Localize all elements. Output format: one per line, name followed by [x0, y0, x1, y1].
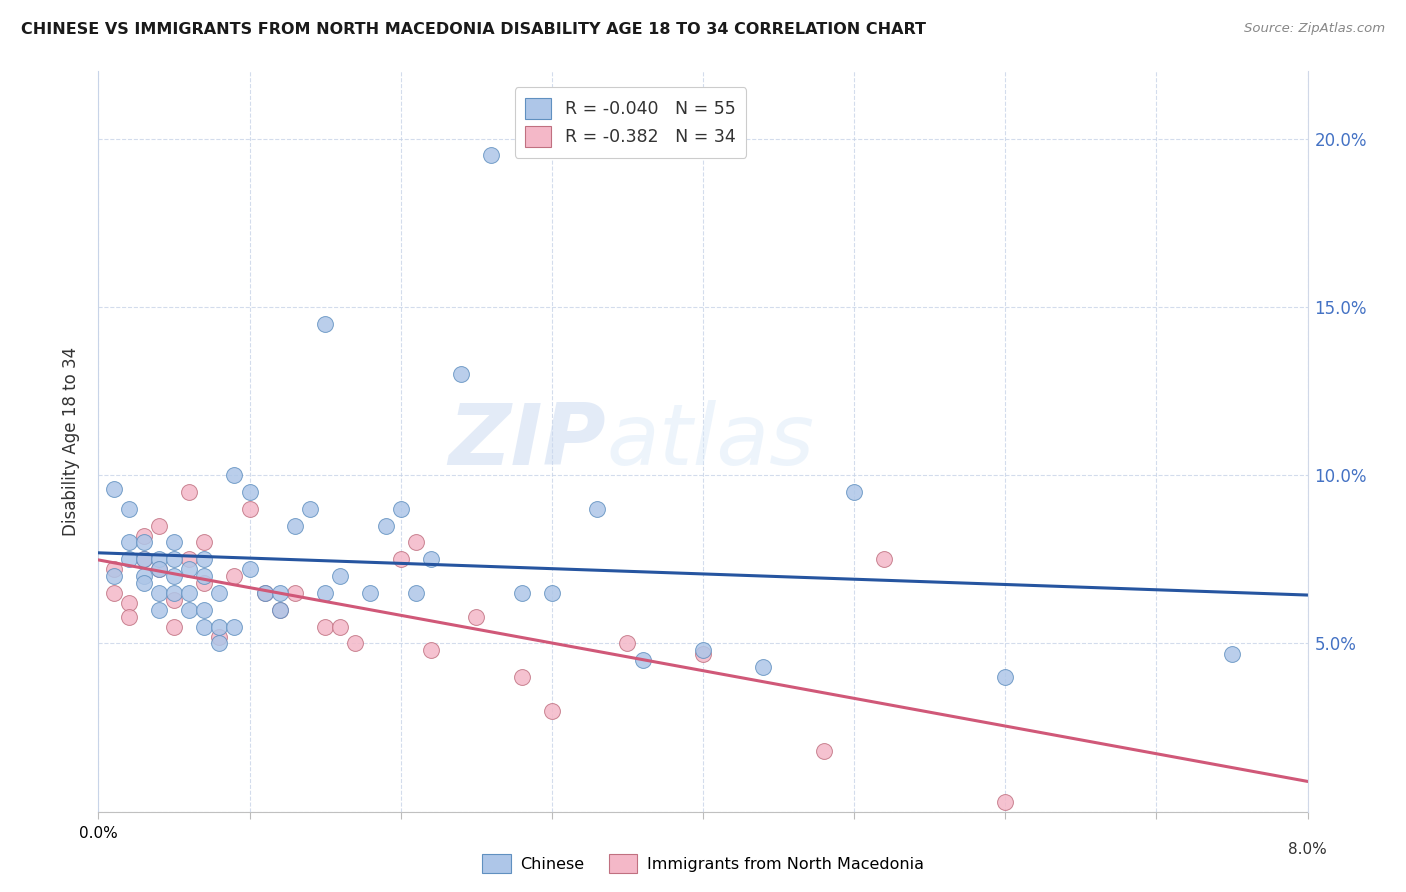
Point: [1220, 647, 1243, 661]
Point: [239, 501, 262, 516]
Point: [510, 586, 533, 600]
Point: [389, 552, 412, 566]
Point: [692, 643, 714, 657]
Point: [752, 660, 775, 674]
Point: [179, 552, 201, 566]
Point: [208, 630, 231, 644]
Point: [844, 485, 866, 500]
Point: [118, 552, 141, 566]
Point: [208, 586, 231, 600]
Point: [994, 670, 1017, 684]
Point: [314, 619, 336, 633]
Point: [873, 552, 896, 566]
Point: [163, 535, 186, 549]
Point: [193, 575, 215, 590]
Point: [813, 744, 835, 758]
Point: [103, 482, 125, 496]
Point: [148, 518, 170, 533]
Point: [314, 586, 336, 600]
Point: [239, 562, 262, 576]
Point: [163, 552, 186, 566]
Point: [284, 586, 307, 600]
Point: [179, 485, 201, 500]
Point: [329, 569, 352, 583]
Point: [193, 619, 215, 633]
Point: [148, 562, 170, 576]
Text: atlas: atlas: [606, 400, 814, 483]
Point: [208, 619, 231, 633]
Text: Source: ZipAtlas.com: Source: ZipAtlas.com: [1244, 22, 1385, 36]
Point: [450, 368, 472, 382]
Point: [193, 603, 215, 617]
Point: [405, 535, 427, 549]
Point: [224, 569, 246, 583]
Point: [269, 603, 291, 617]
Point: [118, 609, 141, 624]
Point: [329, 619, 352, 633]
Point: [179, 586, 201, 600]
Legend: Chinese, Immigrants from North Macedonia: Chinese, Immigrants from North Macedonia: [475, 847, 931, 880]
Point: [481, 148, 503, 162]
Point: [692, 647, 714, 661]
Point: [148, 562, 170, 576]
Point: [510, 670, 533, 684]
Point: [374, 518, 396, 533]
Text: ZIP: ZIP: [449, 400, 606, 483]
Point: [224, 619, 246, 633]
Point: [994, 795, 1017, 809]
Point: [253, 586, 276, 600]
Point: [253, 586, 276, 600]
Point: [360, 586, 382, 600]
Point: [179, 562, 201, 576]
Point: [148, 586, 170, 600]
Y-axis label: Disability Age 18 to 34: Disability Age 18 to 34: [62, 347, 80, 536]
Point: [148, 552, 170, 566]
Point: [193, 552, 215, 566]
Point: [269, 603, 291, 617]
Point: [193, 535, 215, 549]
Point: [103, 586, 125, 600]
Text: CHINESE VS IMMIGRANTS FROM NORTH MACEDONIA DISABILITY AGE 18 TO 34 CORRELATION C: CHINESE VS IMMIGRANTS FROM NORTH MACEDON…: [21, 22, 927, 37]
Point: [103, 562, 125, 576]
Legend: R = -0.040   N = 55, R = -0.382   N = 34: R = -0.040 N = 55, R = -0.382 N = 34: [515, 87, 747, 158]
Point: [132, 552, 155, 566]
Point: [103, 569, 125, 583]
Point: [420, 643, 443, 657]
Point: [132, 529, 155, 543]
Point: [284, 518, 307, 533]
Point: [405, 586, 427, 600]
Point: [314, 317, 336, 331]
Point: [148, 603, 170, 617]
Point: [118, 501, 141, 516]
Point: [616, 636, 638, 650]
Point: [179, 603, 201, 617]
Point: [239, 485, 262, 500]
Point: [420, 552, 443, 566]
Point: [224, 468, 246, 483]
Point: [208, 636, 231, 650]
Point: [299, 501, 322, 516]
Point: [465, 609, 488, 624]
Point: [586, 501, 609, 516]
Point: [193, 569, 215, 583]
Point: [132, 569, 155, 583]
Point: [540, 704, 562, 718]
Point: [540, 586, 562, 600]
Point: [344, 636, 367, 650]
Point: [269, 586, 291, 600]
Point: [118, 535, 141, 549]
Point: [118, 596, 141, 610]
Point: [132, 535, 155, 549]
Point: [631, 653, 654, 667]
Point: [163, 569, 186, 583]
Text: 8.0%: 8.0%: [1288, 842, 1327, 857]
Point: [389, 501, 412, 516]
Point: [163, 592, 186, 607]
Point: [132, 552, 155, 566]
Point: [163, 586, 186, 600]
Point: [132, 575, 155, 590]
Point: [163, 619, 186, 633]
